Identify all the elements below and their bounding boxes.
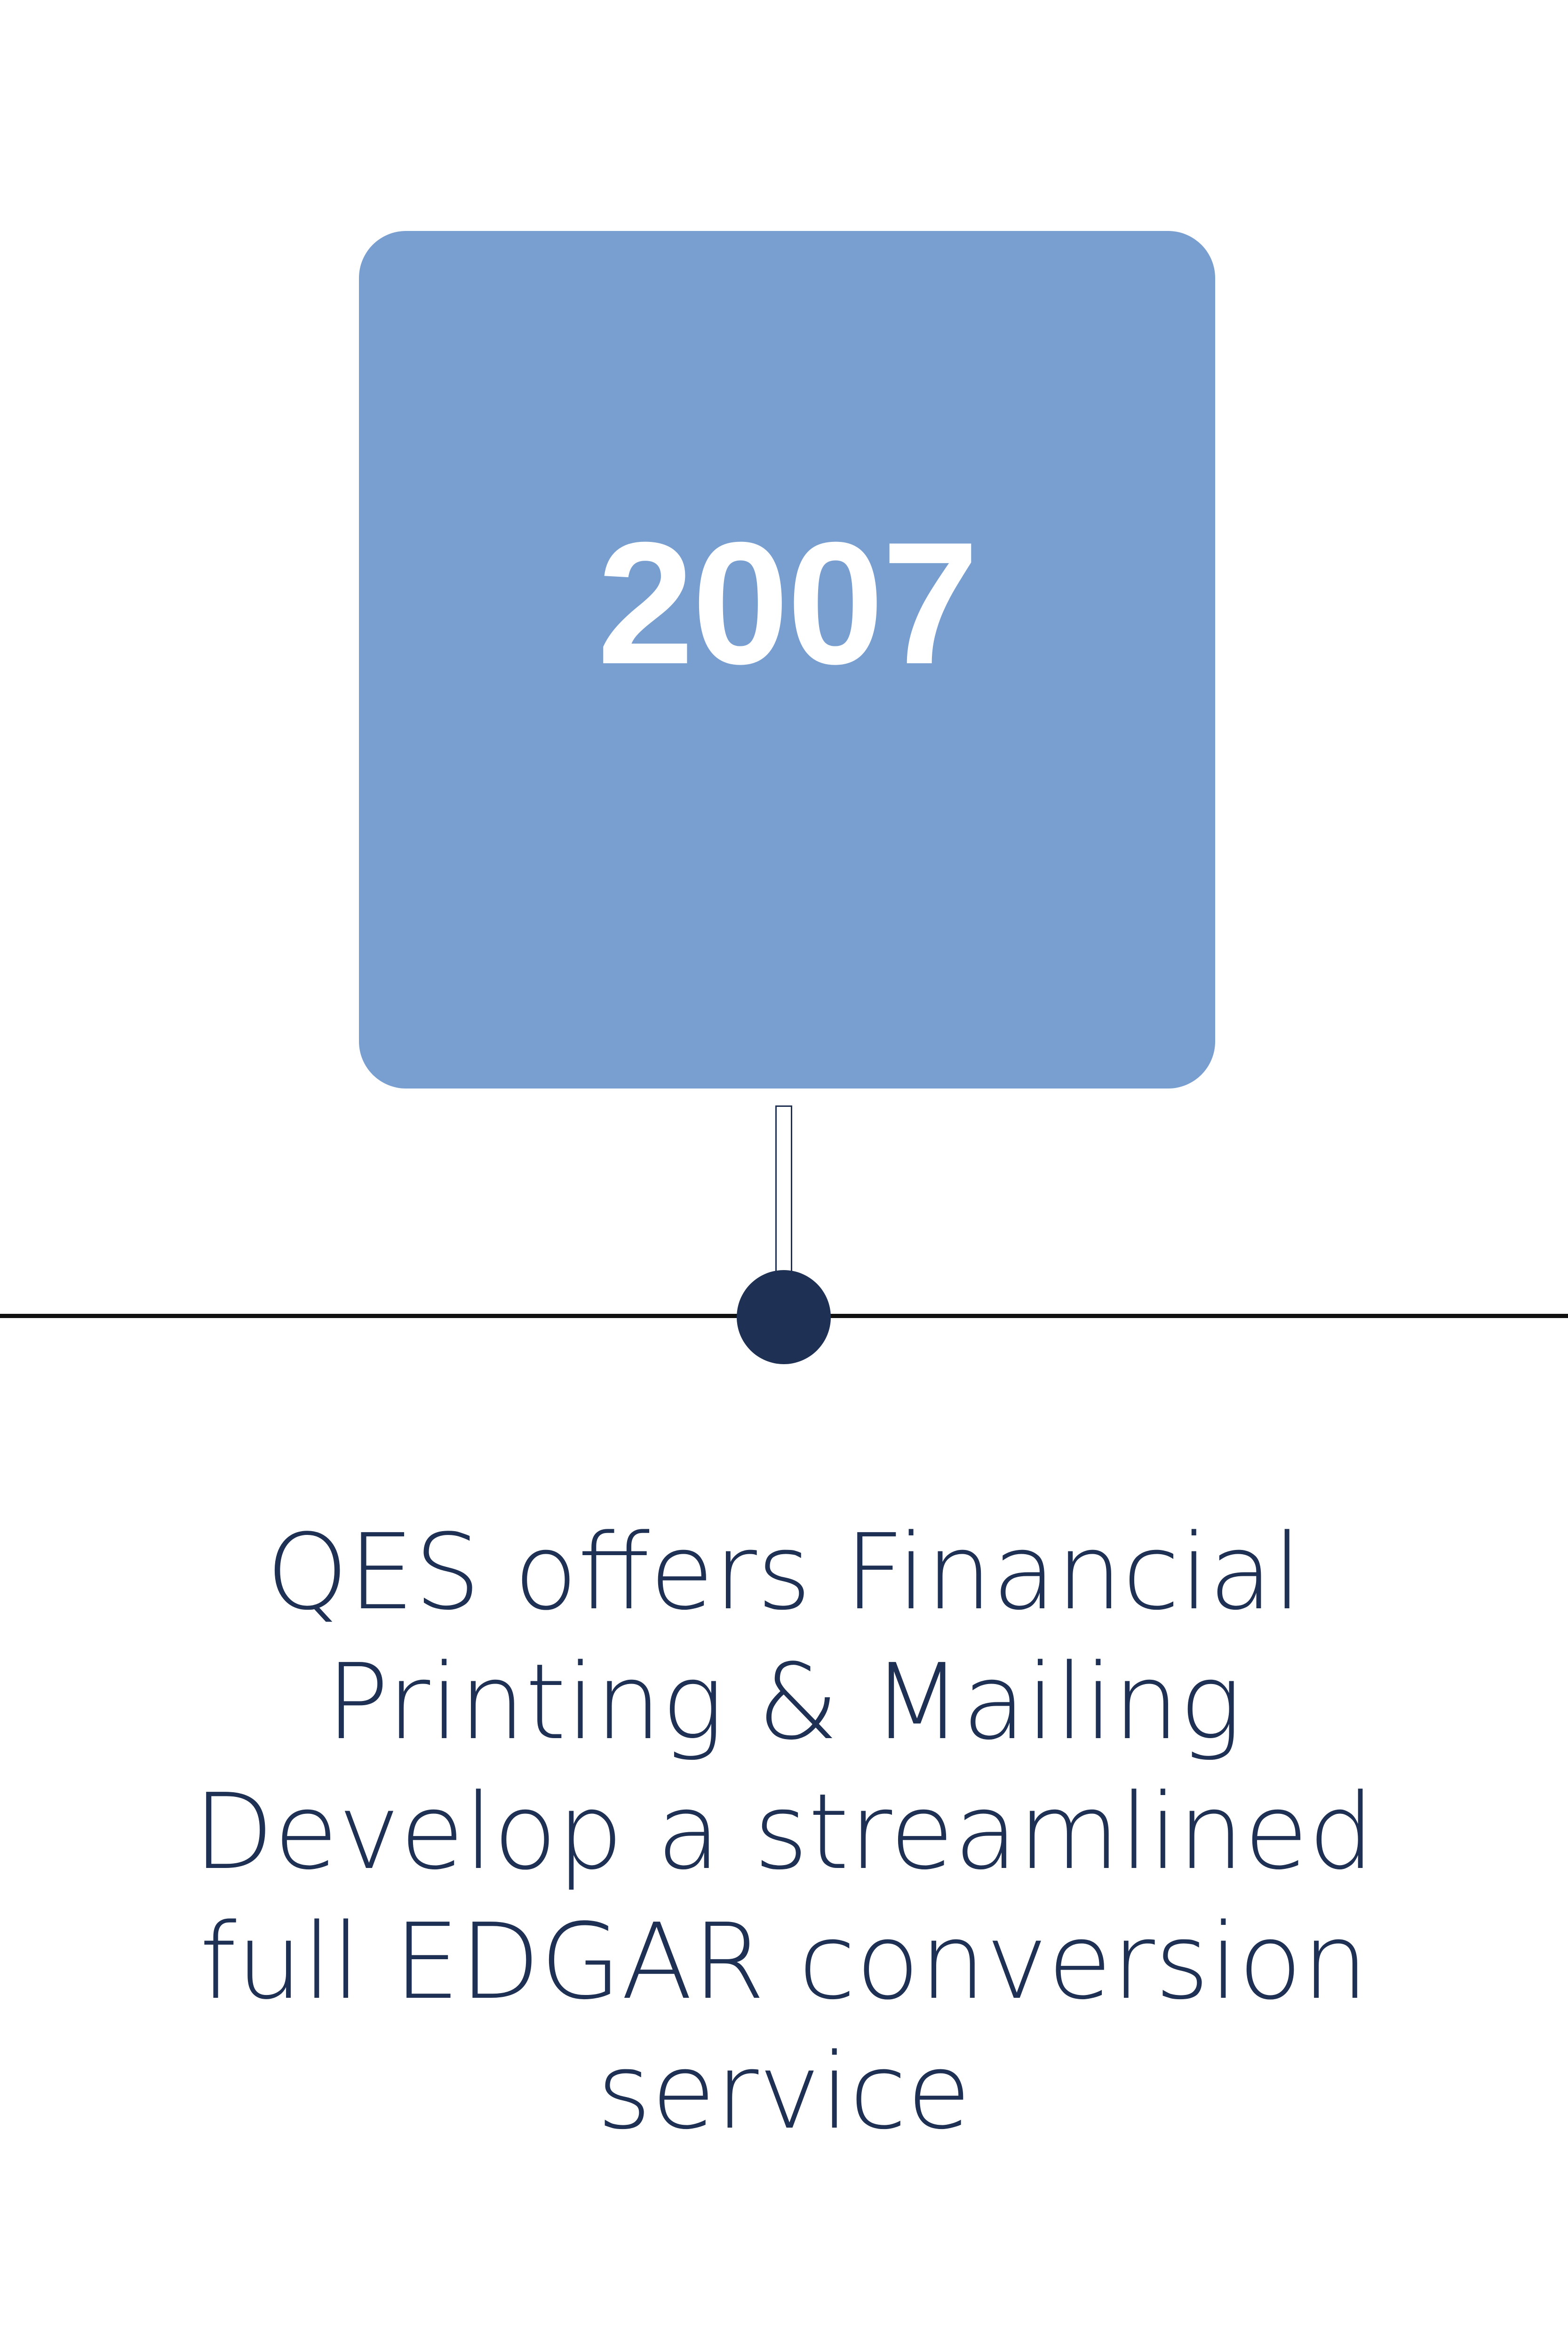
description-line: service <box>597 2031 971 2153</box>
milestone-description: QES offers Financial Printing & Mailing … <box>141 1508 1427 2157</box>
description-line: Develop a streamlined <box>193 1772 1375 1893</box>
description-line: QES offers Financial <box>266 1512 1302 1633</box>
description-line: Printing & Mailing <box>326 1642 1242 1763</box>
timeline-dot <box>737 1270 831 1364</box>
description-line: full EDGAR conversion <box>199 1901 1369 2023</box>
connector-stem <box>775 1105 792 1273</box>
year-card: 2007 <box>359 231 1215 1089</box>
year-label: 2007 <box>597 506 979 700</box>
